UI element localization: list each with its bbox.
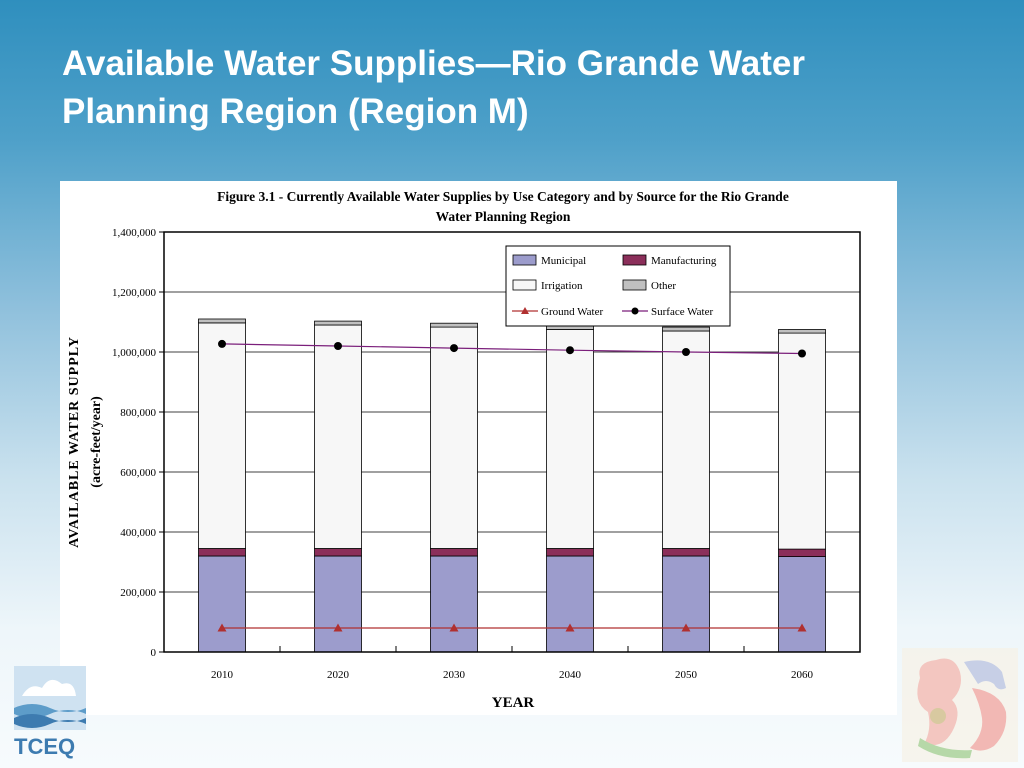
bar-other [778,329,826,334]
tceq-logo-icon [14,666,86,730]
point-surface-water [334,342,342,350]
bar-manufacturing [546,548,594,557]
legend-label-municipal: Municipal [541,255,586,267]
bar-manufacturing [778,548,826,558]
legend-label-manufacturing: Manufacturing [651,255,717,267]
legend-box [505,245,731,327]
y-axis-ticks: 0 200,000 400,000 600,000 800,000 1,000,000 1,… [112,227,164,659]
bar-irrigation [778,332,826,550]
bar-manufacturing [198,548,246,557]
bar-municipal [314,555,362,653]
bar-other [430,322,478,328]
point-surface-water [682,348,690,356]
legend-swatch-manufacturing [622,254,647,266]
bar-irrigation [430,326,478,549]
chart-title-line1: Figure 3.1 - Currently Available Water S… [217,189,789,204]
x-axis-ticks: 2010 2020 2030 2040 2050 2060 [211,646,814,681]
bar-municipal [198,555,246,653]
bar-municipal [546,555,594,653]
legend-label-surface-water: Surface Water [651,306,713,318]
point-ground-water [797,623,807,632]
x-tick-label: 2010 [211,669,234,681]
legend-swatch-other [622,279,647,291]
slide-title-line2: Planning Region (Region M) [62,92,529,131]
bar-municipal [430,555,478,653]
legend-label-ground-water: Ground Water [541,306,603,318]
point-ground-water [333,623,343,632]
legend-swatch-municipal [512,254,537,266]
slide-title-line1: Available Water Supplies—Rio Grande Wate… [62,44,805,83]
bar-other [198,318,246,324]
slide-title: Available Water Supplies—Rio Grande Wate… [62,40,962,136]
point-surface-water [798,349,806,358]
chart-legend: Municipal Manufacturing Irrigation Other… [505,245,731,327]
chart: Figure 3.1 - Currently Available Water S… [67,189,861,711]
y-tick-label: 600,000 [120,467,156,479]
y-tick-label: 800,000 [120,407,156,419]
bar-irrigation [662,330,710,549]
point-ground-water [217,623,227,632]
y-tick-label: 200,000 [120,587,156,599]
bar-manufacturing [314,548,362,557]
figure-panel: Figure 3.1 - Currently Available Water S… [60,181,897,715]
y-tick-label: 0 [151,647,157,659]
y-tick-label: 400,000 [120,527,156,539]
bar-municipal [778,556,826,653]
tceq-logo-text: TCEQ [14,734,76,759]
legend-swatch-irrigation [512,279,537,291]
legend-label-other: Other [651,280,676,292]
point-surface-water [450,344,458,353]
legend-marker-surface-water [631,307,639,315]
y-tick-label: 1,400,000 [112,227,157,239]
point-ground-water [449,623,459,632]
bar-irrigation [546,329,594,549]
point-ground-water [681,623,691,632]
line-surface-water [221,343,803,355]
x-tick-label: 2050 [675,669,698,681]
bars-layer [198,318,826,653]
point-ground-water [565,623,575,632]
chart-title-line2: Water Planning Region [436,209,571,224]
legend-label-irrigation: Irrigation [541,280,583,292]
bar-other [662,326,710,332]
x-axis-label: YEAR [492,695,535,711]
x-tick-label: 2060 [791,669,814,681]
legend-marker-ground-water [521,307,529,314]
x-tick-label: 2040 [559,669,582,681]
bar-manufacturing [662,548,710,557]
y-tick-label: 1,000,000 [112,347,157,359]
y-axis-label-line1: AVAILABLE WATER SUPPLY [67,336,82,548]
x-tick-label: 2020 [327,669,350,681]
bar-irrigation [198,322,246,549]
y-tick-label: 1,200,000 [112,287,157,299]
bar-other [314,320,362,326]
bar-irrigation [314,324,362,549]
texas-mexico-emblem-icon [902,648,1018,762]
point-surface-water [566,346,574,355]
x-tick-label: 2030 [443,669,466,681]
lines-layer [217,339,807,632]
bar-municipal [662,555,710,653]
y-axis-label-line2: (acre-feet/year) [89,396,104,488]
point-surface-water [218,339,226,348]
grid-layer [164,291,860,593]
bar-manufacturing [430,548,478,557]
